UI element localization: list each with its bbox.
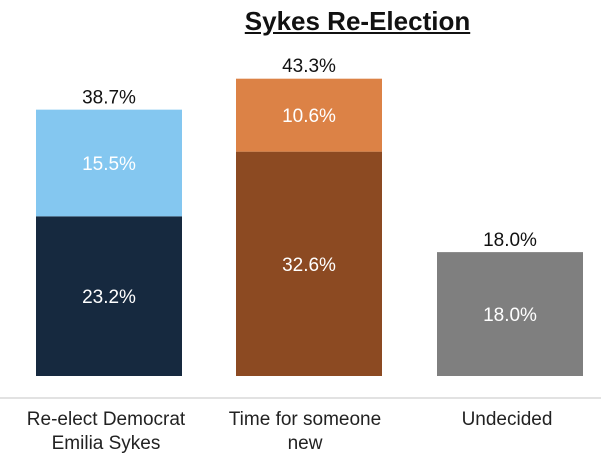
category-label-line: new [287,433,323,454]
category-label-reelect: Re-elect Democrat Emilia Sykes [6,408,206,456]
category-label-line: Undecided [461,409,553,430]
total-value-label: 38.7% [82,88,136,109]
bar-segment-reelect-1 [36,216,182,376]
segment-value-label: 10.6% [282,106,336,127]
category-label-undecided: Undecided [407,408,601,432]
bar-segment-someone-new-1 [236,151,382,376]
category-label-line: Time for someone [228,409,382,430]
segment-value-label: 15.5% [82,154,136,175]
bar-segment-reelect-2 [36,109,182,217]
segment-value-label: 32.6% [282,255,336,276]
segment-value-label: 23.2% [82,287,136,308]
category-label-line: Re-elect Democrat [26,409,186,430]
bar-segment-undecided-1 [437,252,583,376]
bar-segment-someone-new-2 [236,78,382,152]
chart-title: Sykes Re-Election [244,6,471,36]
category-label-someone-new: Time for someone new [205,408,405,456]
category-label-line: Emilia Sykes [51,433,161,454]
total-value-label: 43.3% [282,56,336,77]
total-value-label: 18.0% [483,230,537,251]
segment-value-label: 18.0% [483,305,537,326]
